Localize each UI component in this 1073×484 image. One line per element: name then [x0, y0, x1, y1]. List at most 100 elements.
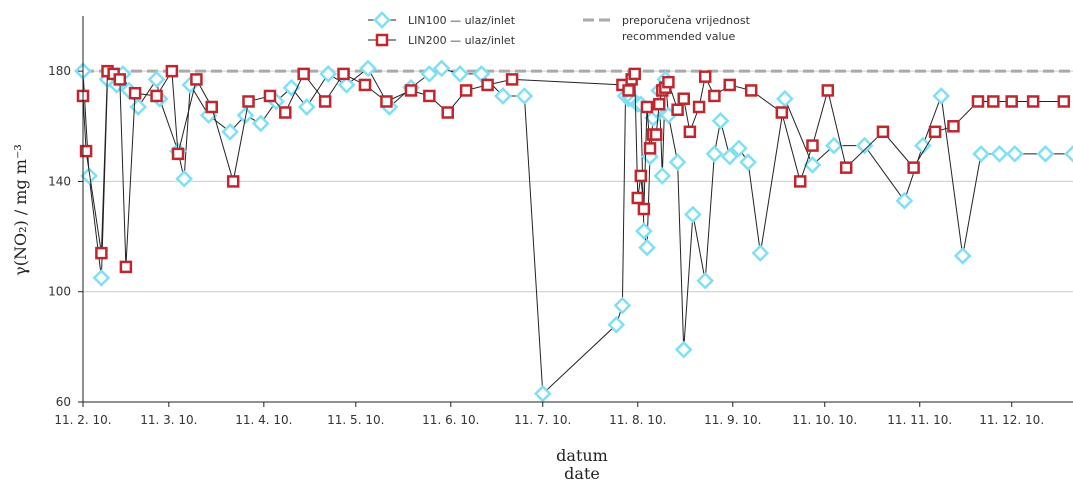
data-point-diamond [613, 296, 632, 315]
x-ticks: 11. 2. 10. 11. 3. 10. 11. 4. 10. 11. 5. 10.… [54, 402, 1044, 427]
data-point-square [505, 73, 519, 86]
data-point-square [318, 95, 332, 108]
data-point-diamond [932, 87, 951, 105]
data-point-diamond [653, 167, 672, 185]
data-point-square [723, 78, 736, 92]
data-point-diamond [319, 65, 338, 83]
data-point-diamond [515, 87, 534, 105]
data-point-square [1057, 95, 1071, 108]
data-point-square [640, 100, 654, 114]
data-point-square [119, 260, 133, 274]
y-tick-label: 100 [48, 285, 71, 299]
data-point-square [662, 75, 675, 89]
data-point-square [671, 103, 684, 116]
data-point-diamond [1005, 145, 1024, 163]
data-point-square [631, 191, 645, 205]
data-point-diamond [776, 89, 794, 108]
data-point-diamond [705, 145, 724, 163]
data-point-square [744, 84, 758, 97]
x-tick-label: 11. 8. 10. [609, 413, 666, 427]
x-axis-title-line2: date [564, 464, 600, 483]
data-point-diamond [913, 136, 932, 155]
legend-marker-square [375, 33, 389, 47]
data-point-diamond [751, 244, 770, 262]
data-point-square [150, 89, 163, 103]
data-point-diamond [635, 222, 653, 240]
data-point-diamond [92, 269, 111, 287]
data-point-square [459, 84, 473, 97]
legend-label-recommended-line1: preporučena vrijednost [622, 14, 751, 27]
data-point-diamond [638, 238, 656, 257]
data-point-diamond [420, 65, 439, 83]
data-point-square [677, 92, 690, 105]
data-point-square [987, 95, 1000, 108]
axes [82, 16, 1073, 403]
data-point-diamond [855, 136, 874, 155]
data-point-square [907, 161, 920, 174]
x-tick-label: 11. 10. 10. [792, 413, 857, 427]
legend-marker-diamond [373, 11, 391, 29]
data-point-square [337, 67, 350, 81]
y-tick-label: 180 [48, 64, 71, 78]
data-point-square [441, 106, 454, 119]
data-point-diamond [297, 98, 316, 116]
data-point-diamond [825, 136, 843, 155]
data-point-diamond [739, 153, 757, 171]
data-point-diamond [1036, 145, 1055, 163]
data-point-square [190, 73, 203, 86]
legend-item-recommended: preporučena vrijednost recommended value [583, 14, 751, 43]
x-tick-label: 11. 4. 10. [235, 413, 292, 427]
data-point-diamond [337, 76, 356, 94]
data-point-square [79, 144, 93, 158]
series-lin200 [76, 64, 1071, 274]
data-point-diamond [175, 169, 193, 188]
data-point-square [404, 84, 418, 97]
data-point-square [128, 86, 142, 100]
y-tick-label: 60 [56, 395, 71, 409]
data-point-diamond [607, 315, 626, 334]
data-point-square [171, 147, 185, 161]
data-point-diamond [432, 59, 451, 78]
data-point-square [634, 169, 648, 183]
x-tick-label: 11. 2. 10. [54, 413, 111, 427]
data-point-square [876, 125, 890, 139]
data-point-diamond [251, 114, 270, 133]
data-point-diamond [1064, 145, 1073, 163]
data-point-square [165, 64, 179, 78]
data-point-square [971, 95, 985, 108]
data-point-square [652, 97, 666, 111]
data-point-diamond [696, 271, 715, 290]
data-point-square [205, 100, 218, 114]
data-point-diamond [129, 98, 148, 116]
data-point-diamond [711, 111, 730, 130]
x-tick-label: 11. 12. 10. [979, 413, 1044, 427]
data-point-square [692, 100, 706, 114]
data-point-square [1005, 95, 1018, 108]
data-point-square [263, 89, 277, 103]
x-tick-label: 11. 9. 10. [704, 413, 761, 427]
data-point-diamond [953, 247, 972, 265]
data-point-diamond [80, 167, 98, 185]
series-layer [74, 59, 1073, 403]
data-point-square [806, 139, 819, 152]
data-point-square [839, 161, 853, 174]
legend: LIN100 — ulaz/inlet LIN200 — ulaz/inlet … [368, 11, 751, 47]
data-point-diamond [972, 145, 990, 163]
data-point-square [628, 67, 641, 81]
data-point-diamond [803, 156, 822, 174]
legend-item-lin100: LIN100 — ulaz/inlet [368, 11, 516, 29]
data-point-square [928, 125, 942, 139]
data-point-square [775, 106, 789, 119]
data-point-square [708, 89, 721, 103]
data-point-square [279, 106, 292, 119]
y-axis-title: γ(NO₂) / mg m⁻³ [11, 144, 30, 276]
data-point-square [113, 73, 127, 86]
x-tick-label: 11. 3. 10. [140, 413, 197, 427]
data-point-square [637, 202, 651, 216]
data-point-diamond [730, 139, 748, 158]
data-point-square [643, 142, 657, 155]
data-point-square [649, 128, 663, 141]
data-point-square [1026, 95, 1040, 108]
legend-label-recommended-line2: recommended value [622, 30, 736, 43]
